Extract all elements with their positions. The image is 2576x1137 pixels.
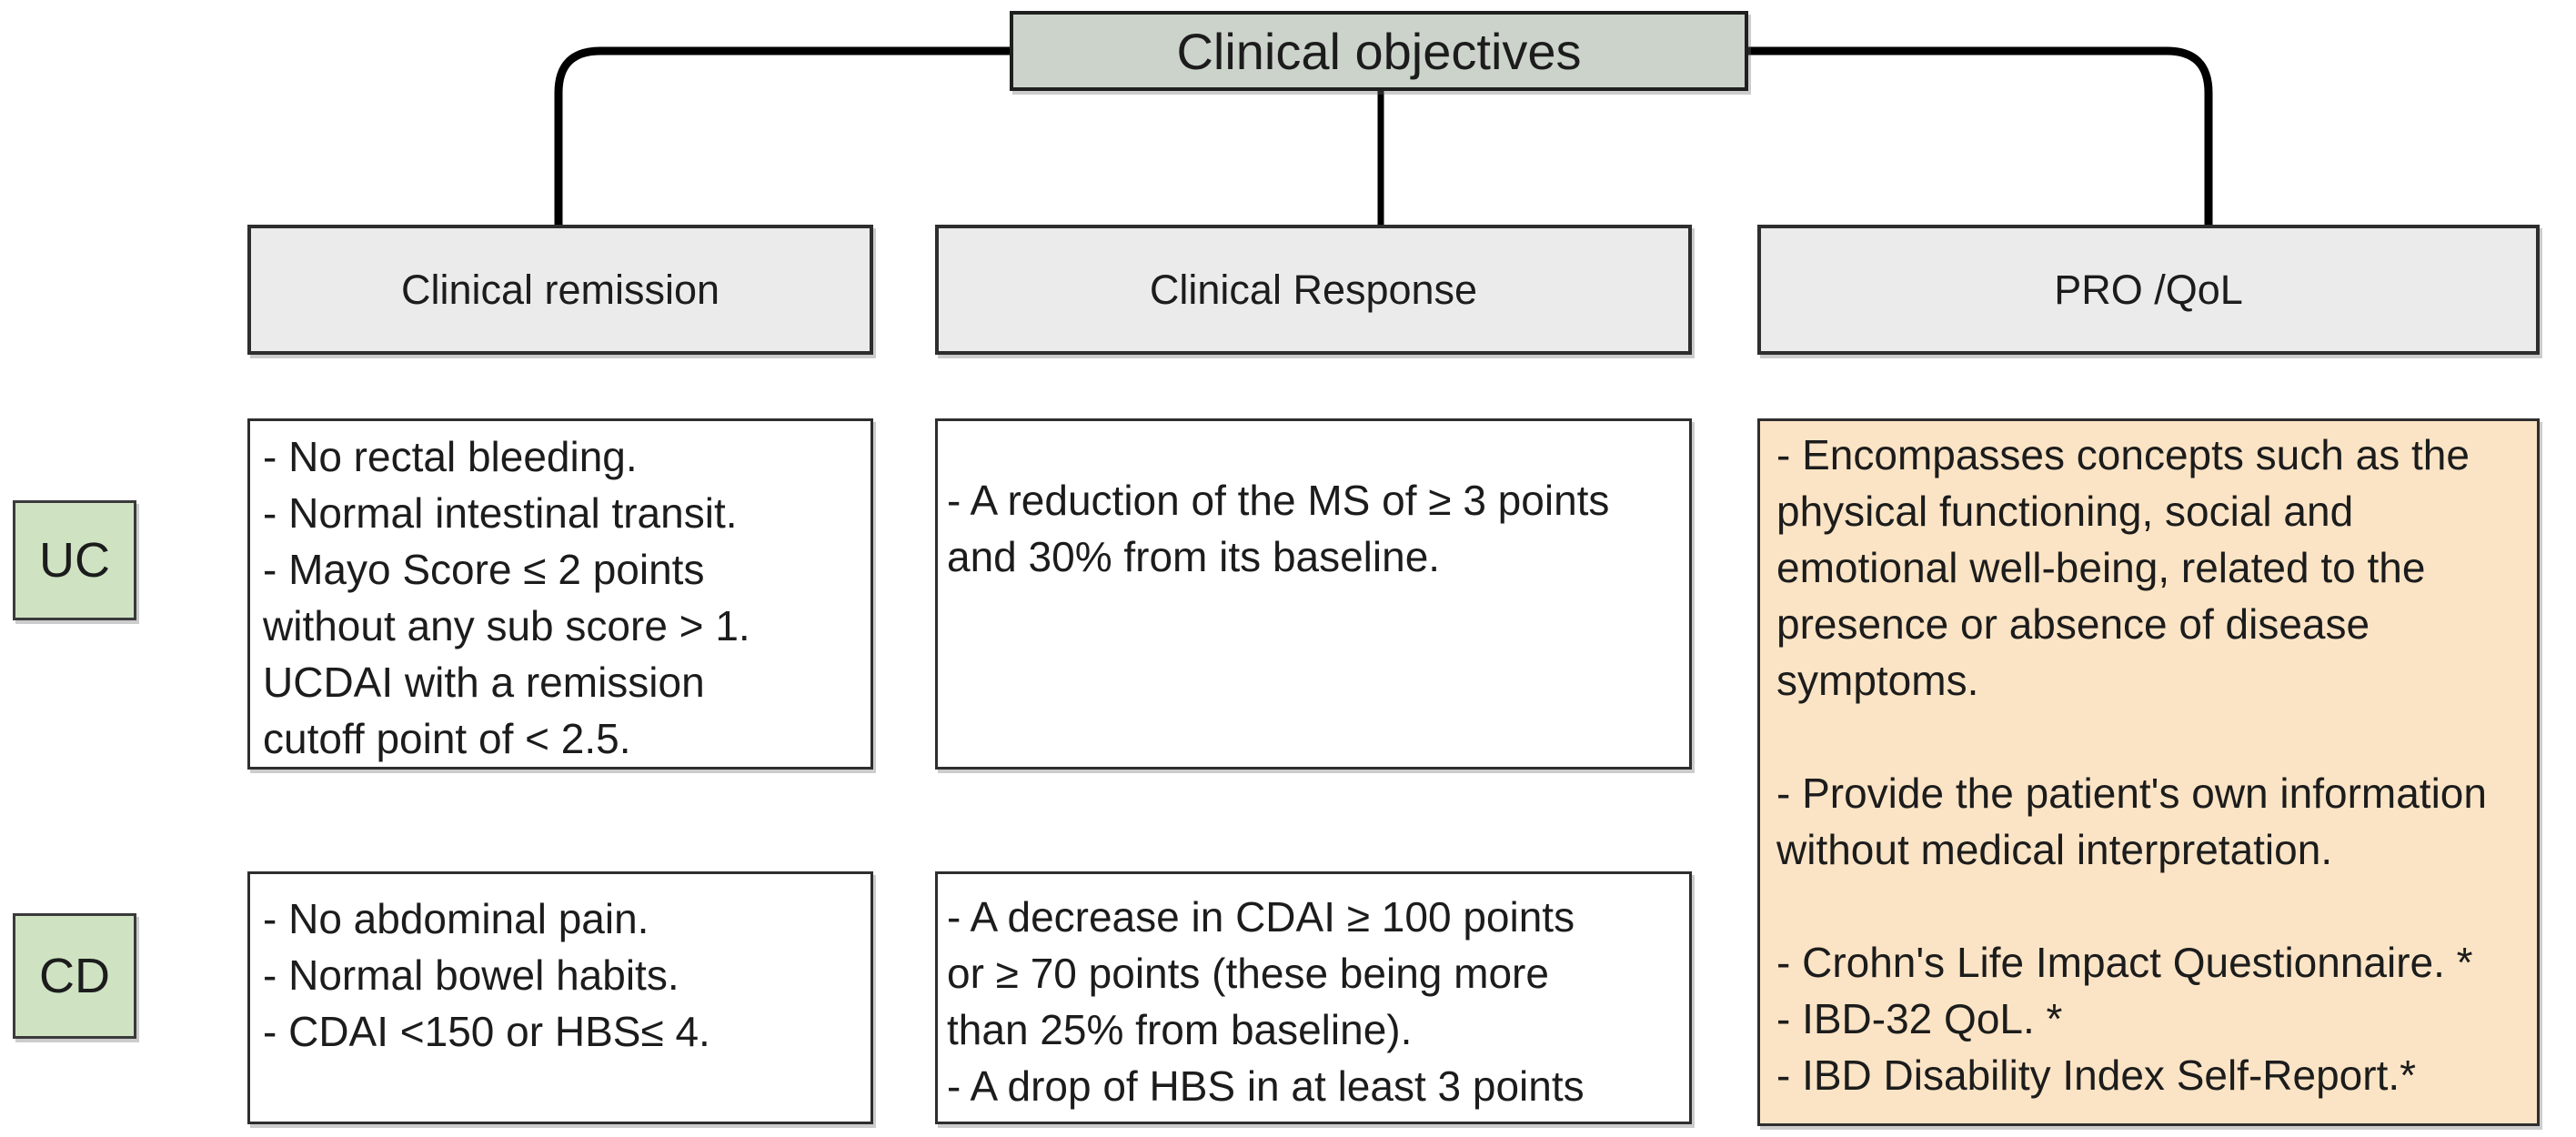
column-header-pro-qol: PRO /QoL <box>1757 225 2540 355</box>
row-label-cd: CD <box>13 913 136 1039</box>
column-header-label: PRO /QoL <box>2054 266 2243 313</box>
cell-uc-clinical-response: - A reduction of the MS of ≥ 3 points an… <box>935 418 1692 770</box>
row-label-text: UC <box>39 533 110 588</box>
column-header-clinical-response: Clinical Response <box>935 225 1692 355</box>
column-header-label: Clinical Response <box>1149 266 1478 313</box>
figure-title-box: Clinical objectives <box>1010 11 1748 91</box>
column-header-label: Clinical remission <box>400 266 720 313</box>
connector-left-elbow <box>554 46 1013 227</box>
figure-title: Clinical objectives <box>1176 22 1582 80</box>
row-label-text: CD <box>39 949 110 1003</box>
connector-right-elbow <box>1745 46 2213 227</box>
cell-uc-clinical-remission: - No rectal bleeding. - Normal intestina… <box>247 418 873 770</box>
cell-cd-clinical-remission: - No abdominal pain. - Normal bowel habi… <box>247 871 873 1124</box>
row-label-uc: UC <box>13 500 136 620</box>
cell-cd-clinical-response: - A decrease in CDAI ≥ 100 points or ≥ 7… <box>935 871 1692 1124</box>
cell-pro-qol: - Encompasses concepts such as the physi… <box>1757 418 2540 1126</box>
column-header-clinical-remission: Clinical remission <box>247 225 873 355</box>
